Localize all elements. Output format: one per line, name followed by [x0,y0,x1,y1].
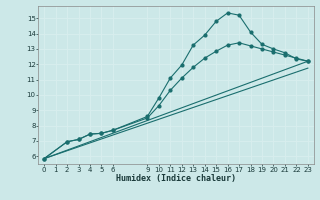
X-axis label: Humidex (Indice chaleur): Humidex (Indice chaleur) [116,174,236,183]
